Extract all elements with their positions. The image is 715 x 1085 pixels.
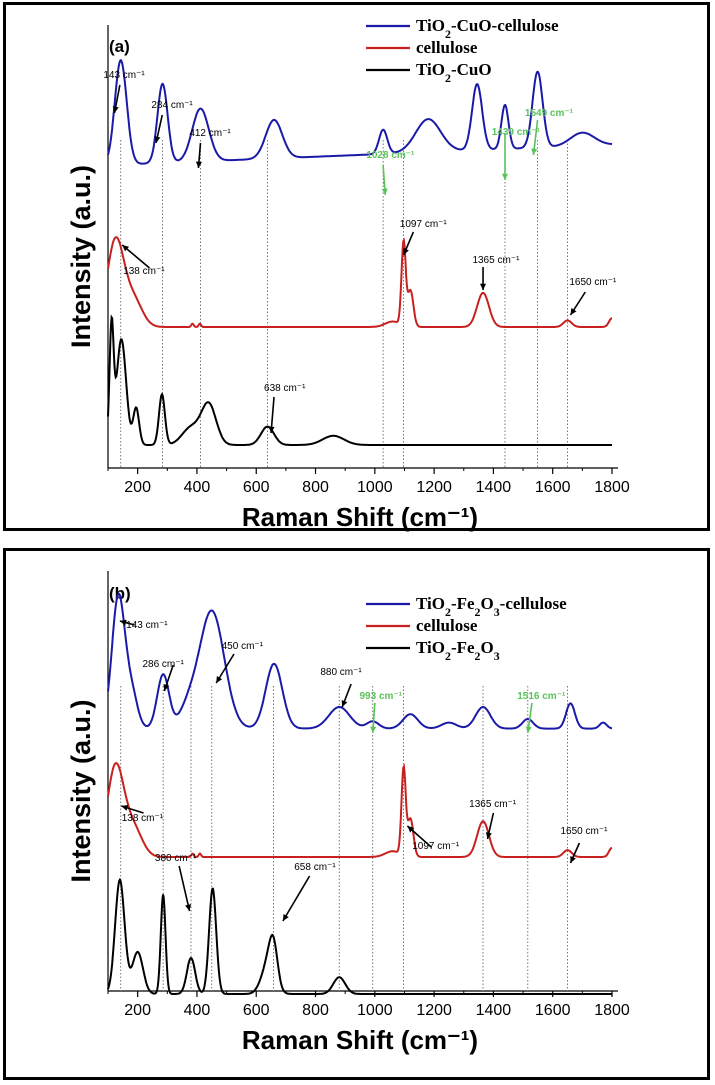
legend-entry: TiO2-CuO — [416, 60, 492, 85]
peak-annotation: 284 cm⁻¹ — [151, 100, 193, 111]
x-tick-label: 400 — [184, 1002, 211, 1019]
x-tick-label: 1000 — [357, 479, 393, 496]
chart-panel-b: (b) Intensity (a.u.) 200 400 600 800 1000 1200 1… — [3, 548, 710, 1080]
peak-annotation: 638 cm⁻¹ — [264, 383, 306, 394]
annotation-arrowhead — [216, 676, 223, 683]
peak-annotation: 380 cm⁻¹ — [155, 853, 197, 864]
x-tick-label: 200 — [124, 479, 151, 496]
chart-panel-a: (a) Intensity (a.u.) 200 400 600 800 1000 1200 1… — [3, 2, 710, 532]
annotation-arrowhead — [525, 726, 532, 733]
peak-annotation: 1516 cm⁻¹ — [517, 691, 566, 702]
annotation-arrowhead — [122, 245, 130, 252]
x-tick-label: 1000 — [357, 1002, 393, 1019]
annotation-arrowhead — [485, 832, 492, 839]
peak-annotation: 1097 cm⁻¹ — [412, 841, 460, 852]
annotation-arrowhead — [501, 173, 509, 180]
peak-annotation: 1028 cm⁻¹ — [366, 150, 415, 161]
annotation-arrowhead — [570, 308, 577, 315]
peak-annotation: 412 cm⁻¹ — [189, 128, 231, 139]
y-axis-label: Intensity (a.u.) — [66, 165, 96, 348]
annotation-arrowhead — [185, 904, 192, 911]
annotation-arrowhead — [121, 804, 129, 811]
legend-entry: cellulose — [416, 616, 478, 635]
x-tick-label: 800 — [302, 1002, 329, 1019]
annotation-arrowhead — [163, 684, 170, 691]
annotation-arrowhead — [268, 426, 275, 433]
series-line — [107, 592, 613, 730]
legend-entry: TiO2-Fe2O3-cellulose — [416, 594, 567, 619]
annotation-arrowhead — [381, 188, 388, 195]
series-line — [107, 877, 612, 995]
peak-annotation: 1439 cm⁻¹ — [492, 127, 541, 138]
panel-letter: (a) — [109, 37, 130, 56]
legend-entry: cellulose — [416, 38, 478, 57]
peak-annotation: 138 cm⁻¹ — [122, 813, 164, 824]
x-tick-label: 1600 — [535, 479, 571, 496]
x-axis-label: Raman Shift (cm⁻¹) — [242, 502, 478, 532]
x-tick-label: 1800 — [594, 1002, 630, 1019]
peak-annotation: 1365 cm⁻¹ — [472, 255, 520, 266]
x-tick-label: 800 — [302, 479, 329, 496]
annotation-arrowhead — [154, 136, 161, 143]
x-tick-label: 1400 — [476, 479, 512, 496]
peak-annotation: 143 cm⁻¹ — [126, 620, 168, 631]
peak-annotation: 880 cm⁻¹ — [320, 667, 362, 678]
raman-chart-a: (a) Intensity (a.u.) 200 400 600 800 1000 1200 1… — [66, 16, 630, 532]
peak-annotation: 1650 cm⁻¹ — [569, 277, 617, 288]
x-tick-label: 200 — [124, 1002, 151, 1019]
annotation-arrowhead — [112, 106, 119, 113]
peak-annotation: 1650 cm⁻¹ — [560, 826, 608, 837]
x-tick-label: 400 — [184, 479, 211, 496]
x-axis-label: Raman Shift (cm⁻¹) — [242, 1025, 478, 1055]
x-tick-label: 1600 — [535, 1002, 571, 1019]
annotation-arrowhead — [407, 826, 415, 833]
x-tick-label: 600 — [243, 479, 270, 496]
x-tick-label: 1200 — [416, 1002, 452, 1019]
annotation-arrowhead — [531, 148, 538, 155]
peak-annotation: 143 cm⁻¹ — [103, 70, 145, 81]
series-line — [107, 236, 613, 328]
x-tick-label: 600 — [243, 1002, 270, 1019]
annotation-arrowhead — [479, 283, 487, 290]
annotation-arrow — [178, 865, 191, 912]
peak-annotation: 286 cm⁻¹ — [142, 659, 184, 670]
annotation-arrow — [282, 875, 311, 922]
annotation-arrowhead — [119, 619, 127, 626]
peak-annotation: 993 cm⁻¹ — [359, 691, 402, 702]
x-tick-label: 1200 — [416, 479, 452, 496]
y-axis-label: Intensity (a.u.) — [66, 699, 96, 882]
peak-annotation: 138 cm⁻¹ — [123, 266, 165, 277]
annotation-arrowhead — [370, 726, 377, 733]
peak-annotation: 1549 cm⁻¹ — [525, 108, 574, 119]
annotation-arrowhead — [282, 914, 289, 921]
annotation-arrowhead — [570, 856, 576, 863]
peak-annotation: 1097 cm⁻¹ — [400, 219, 448, 230]
peak-annotation: 1365 cm⁻¹ — [469, 799, 517, 810]
series-line — [107, 59, 613, 165]
annotation-arrowhead — [341, 700, 348, 707]
legend-entry: TiO2-Fe2O3 — [416, 638, 500, 663]
peak-annotation: 658 cm⁻¹ — [294, 862, 336, 873]
annotation-arrowhead — [403, 248, 409, 255]
series-line — [107, 314, 612, 446]
legend-entry: TiO2-CuO-cellulose — [416, 16, 559, 41]
x-tick-label: 1800 — [594, 479, 630, 496]
raman-chart-b: (b)Intensity (a.u.)200 400 600 800 1000 1200 1… — [66, 571, 630, 1055]
peak-annotation: 450 cm⁻¹ — [222, 641, 264, 652]
series-line — [107, 762, 613, 858]
x-tick-label: 1400 — [476, 1002, 512, 1019]
annotation-arrowhead — [195, 161, 202, 168]
